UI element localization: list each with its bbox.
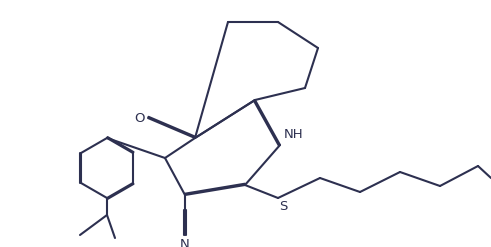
Text: O: O: [135, 111, 145, 124]
Text: NH: NH: [284, 128, 303, 141]
Text: S: S: [279, 200, 287, 213]
Text: N: N: [180, 238, 190, 247]
